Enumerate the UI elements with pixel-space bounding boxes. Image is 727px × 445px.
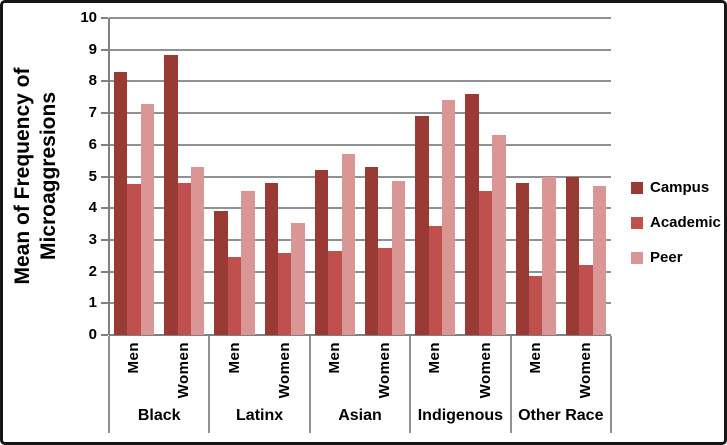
x-axis-race-label: Other Race: [518, 407, 604, 424]
gridline: [109, 175, 611, 178]
x-axis-race-label: Asian: [338, 407, 382, 424]
x-axis-line: [109, 334, 611, 336]
y-axis-tick-label: 9: [88, 40, 97, 58]
bar-academic: [579, 265, 593, 335]
category-separator: [610, 336, 612, 433]
bar-academic: [127, 184, 141, 335]
bar-peer: [492, 135, 506, 335]
gridline: [109, 270, 611, 273]
bar-campus: [565, 176, 580, 335]
gridline: [109, 80, 611, 83]
y-axis-line: [108, 18, 110, 335]
x-axis-gender-label: Women: [175, 342, 193, 399]
x-axis-gender-label: Women: [376, 342, 394, 399]
x-axis-gender-label: Women: [476, 342, 494, 399]
bar-campus: [365, 167, 379, 335]
bar-campus: [314, 170, 329, 335]
bar-academic: [278, 252, 292, 335]
y-axis-tick: [101, 80, 108, 83]
bar-campus: [415, 116, 429, 335]
bar-campus: [164, 54, 178, 335]
legend-swatch-icon: [631, 216, 643, 229]
gridline: [109, 207, 611, 210]
y-axis-tick: [101, 175, 108, 178]
gridline: [109, 48, 611, 51]
bar-academic: [177, 182, 191, 335]
legend-label: Academic: [650, 214, 721, 231]
bar-campus: [264, 182, 278, 335]
bar-peer: [391, 181, 406, 335]
legend-item-campus: Campus: [631, 179, 721, 196]
legend-item-academic: Academic: [631, 214, 721, 231]
bar-campus: [465, 94, 479, 335]
x-axis-race-label: Indigenous: [417, 407, 504, 424]
category-separator: [208, 336, 211, 433]
gridline: [109, 143, 611, 146]
y-axis-tick-label: 4: [88, 199, 97, 217]
x-axis-gender-label: Men: [225, 342, 243, 374]
y-axis-tick: [101, 48, 108, 51]
bar-academic: [227, 257, 242, 335]
bar-academic: [529, 276, 543, 335]
y-axis-tick: [101, 112, 108, 115]
bar-academic: [378, 247, 392, 335]
plot-area: 0 1 2 3 4 5 6 7 8 9 10 Men Women Black Men Women Latinx M…: [3, 3, 724, 442]
x-axis-gender-label: Men: [125, 342, 143, 374]
y-axis-tick-label: 8: [88, 72, 97, 90]
x-axis-gender-label: Women: [576, 342, 594, 399]
bar-academic: [478, 190, 493, 335]
legend: Campus Academic Peer: [631, 179, 721, 284]
y-axis-tick: [101, 302, 108, 305]
bar-peer: [140, 103, 155, 335]
bar-academic: [328, 251, 342, 335]
y-axis-tick: [101, 17, 108, 19]
bar-peer: [291, 222, 305, 335]
bar-peer: [592, 186, 606, 335]
y-axis-tick-label: 7: [88, 104, 97, 122]
bar-campus: [515, 182, 529, 335]
category-separator: [308, 336, 311, 433]
bar-campus: [114, 71, 128, 335]
legend-label: Campus: [650, 179, 710, 196]
y-axis-tick-label: 0: [88, 326, 97, 343]
x-axis-gender-label: Men: [325, 342, 343, 374]
y-axis-tick: [101, 238, 108, 241]
gridline: [109, 17, 611, 19]
gridline: [109, 238, 611, 241]
category-separator: [409, 336, 412, 433]
bar-academic: [428, 225, 442, 335]
y-axis-tick-label: 5: [88, 167, 97, 185]
bar-peer: [241, 190, 255, 335]
legend-swatch-icon: [631, 181, 643, 194]
x-axis-gender-label: Men: [526, 342, 544, 374]
legend-swatch-icon: [631, 251, 643, 264]
y-axis-tick-label: 3: [88, 230, 97, 248]
x-axis-gender-label: Men: [426, 342, 444, 374]
bar-campus: [214, 211, 228, 335]
x-axis-gender-label: Women: [275, 342, 293, 399]
gridline: [109, 302, 611, 305]
legend-item-peer: Peer: [631, 249, 721, 266]
y-axis-tick: [101, 334, 108, 336]
y-axis-tick-label: 2: [88, 262, 97, 280]
y-axis-tick-label: 1: [88, 294, 97, 312]
y-axis-tick: [101, 143, 108, 146]
category-separator: [108, 336, 110, 433]
x-axis-race-label: Latinx: [236, 407, 284, 424]
bar-peer: [542, 176, 556, 335]
gridline: [109, 112, 611, 115]
bar-peer: [442, 100, 456, 335]
category-separator: [509, 336, 512, 433]
y-axis-tick-label: 6: [88, 135, 97, 153]
bar-peer: [191, 167, 205, 335]
y-axis-tick-label: 10: [80, 9, 97, 26]
y-axis-tick: [101, 207, 108, 210]
legend-label: Peer: [650, 249, 683, 266]
y-axis-tick: [101, 270, 108, 273]
bar-peer: [341, 154, 355, 335]
x-axis-race-label: Black: [137, 407, 181, 424]
